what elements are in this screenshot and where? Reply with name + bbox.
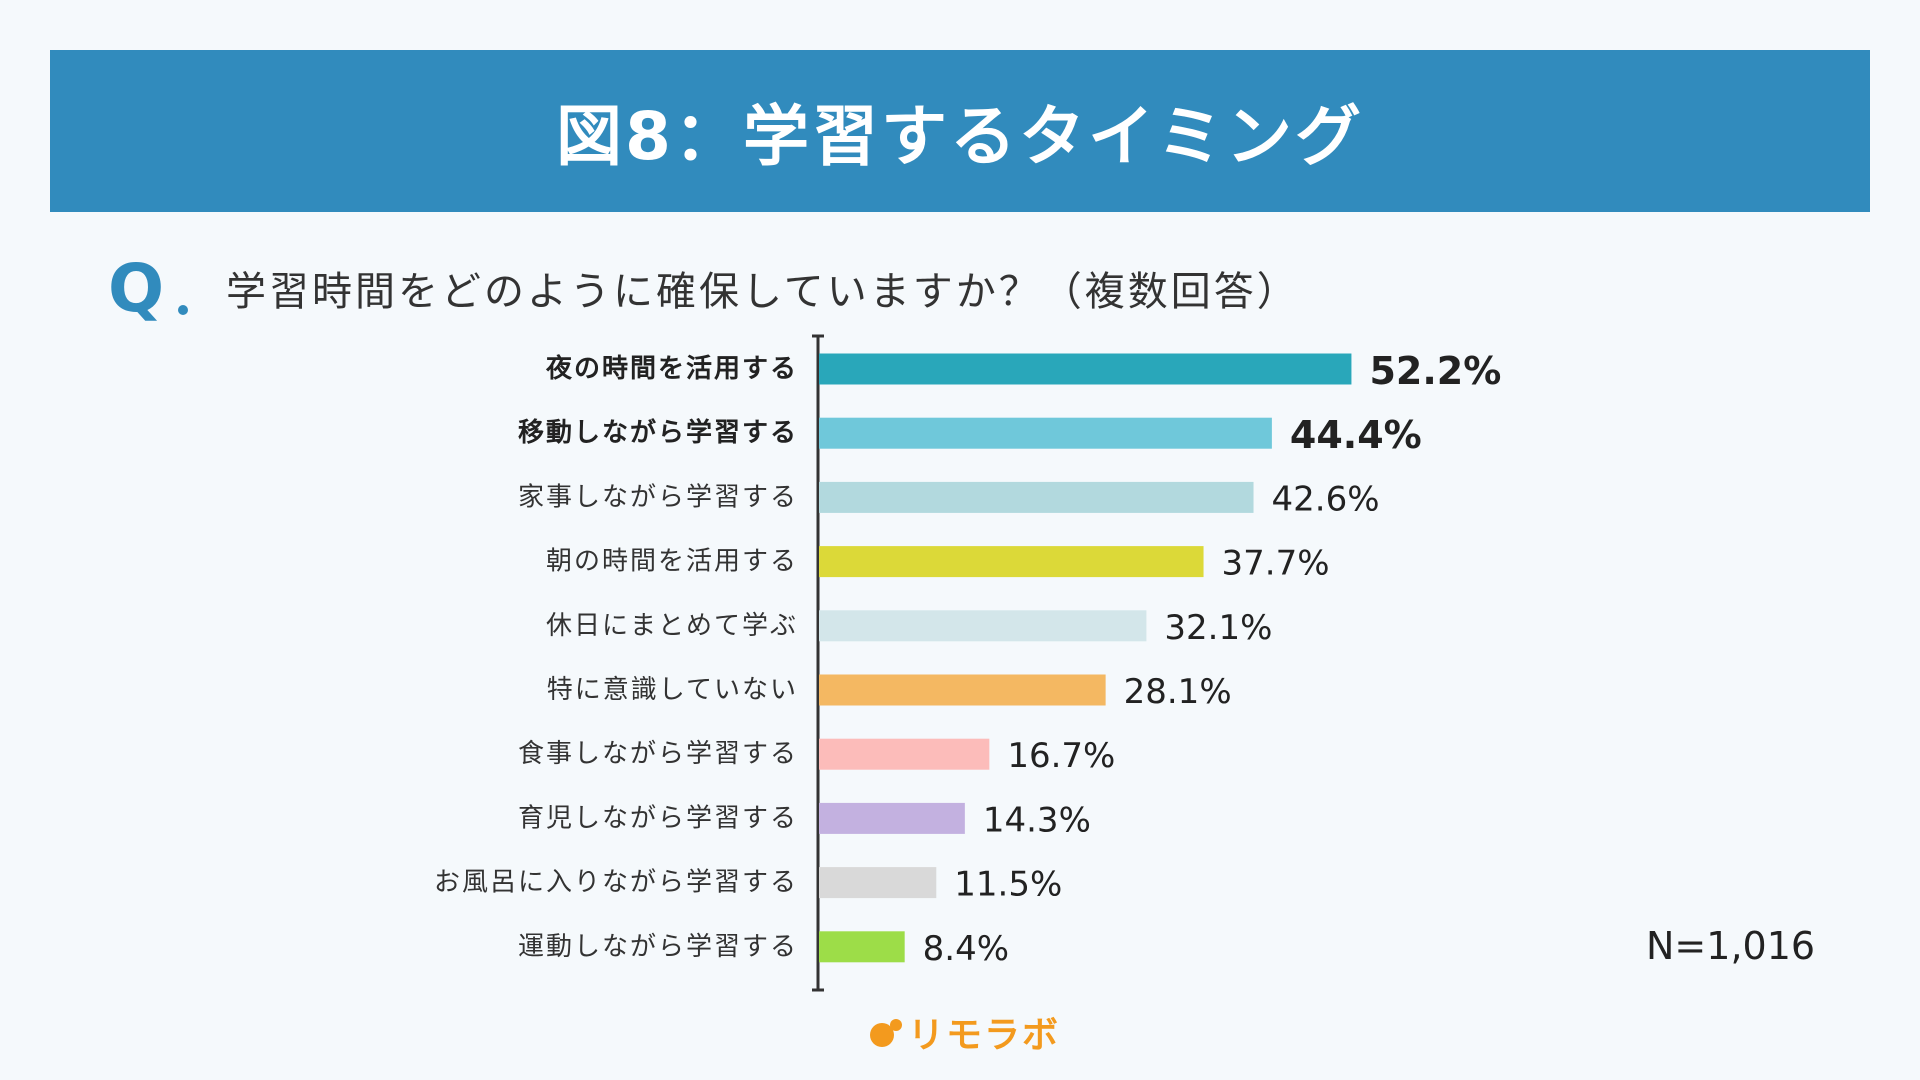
bar	[819, 867, 937, 899]
bar	[819, 674, 1106, 706]
category-label: 食事しながら学習する	[518, 739, 798, 769]
bar	[819, 610, 1147, 642]
category-label: 特に意識していない	[547, 675, 798, 705]
question-mark-icon: Q	[108, 250, 188, 327]
value-label: 52.2%	[1369, 349, 1501, 393]
value-label: 11.5%	[954, 865, 1062, 905]
bar	[819, 546, 1204, 578]
category-label: 運動しながら学習する	[518, 932, 798, 962]
value-label: 44.4%	[1290, 413, 1422, 457]
category-label: 育児しながら学習する	[518, 803, 798, 833]
category-label: お風呂に入りながら学習する	[434, 868, 798, 898]
category-label: 移動しながら学習する	[518, 417, 798, 448]
value-label: 16.7%	[1007, 736, 1115, 776]
question-mark-dot	[178, 304, 188, 315]
question-mark-letter: Q	[108, 249, 165, 327]
value-label: 28.1%	[1124, 672, 1232, 712]
value-label: 37.7%	[1222, 544, 1330, 584]
bar	[819, 738, 990, 770]
bar	[819, 481, 1254, 513]
category-label: 家事しながら学習する	[518, 482, 798, 512]
value-label: 32.1%	[1164, 608, 1272, 648]
category-label: 夜の時間を活用する	[545, 353, 798, 384]
title-banner: 図8：学習するタイミング	[50, 50, 1870, 212]
logo-mark-icon	[870, 1015, 904, 1049]
value-label: 8.4%	[923, 929, 1009, 969]
page-title: 図8：学習するタイミング	[556, 98, 1364, 175]
category-label: 朝の時間を活用する	[546, 547, 798, 577]
value-label: 14.3%	[983, 800, 1091, 840]
logo-dot-small	[890, 1019, 902, 1031]
bar	[819, 353, 1352, 385]
logo-text: リモラボ	[908, 1015, 1061, 1056]
bar	[819, 417, 1272, 449]
sample-size-label: N=1,016	[1646, 924, 1816, 968]
bar	[819, 931, 905, 963]
bar	[819, 802, 965, 834]
value-label: 42.6%	[1272, 479, 1380, 519]
question-text: 学習時間をどのように確保していますか？（複数回答）	[226, 269, 1300, 315]
category-label: 休日にまとめて学ぶ	[546, 611, 798, 641]
question-row: Q 学習時間をどのように確保していますか？（複数回答）	[108, 248, 1300, 328]
brand-logo: リモラボ	[870, 1006, 1060, 1058]
